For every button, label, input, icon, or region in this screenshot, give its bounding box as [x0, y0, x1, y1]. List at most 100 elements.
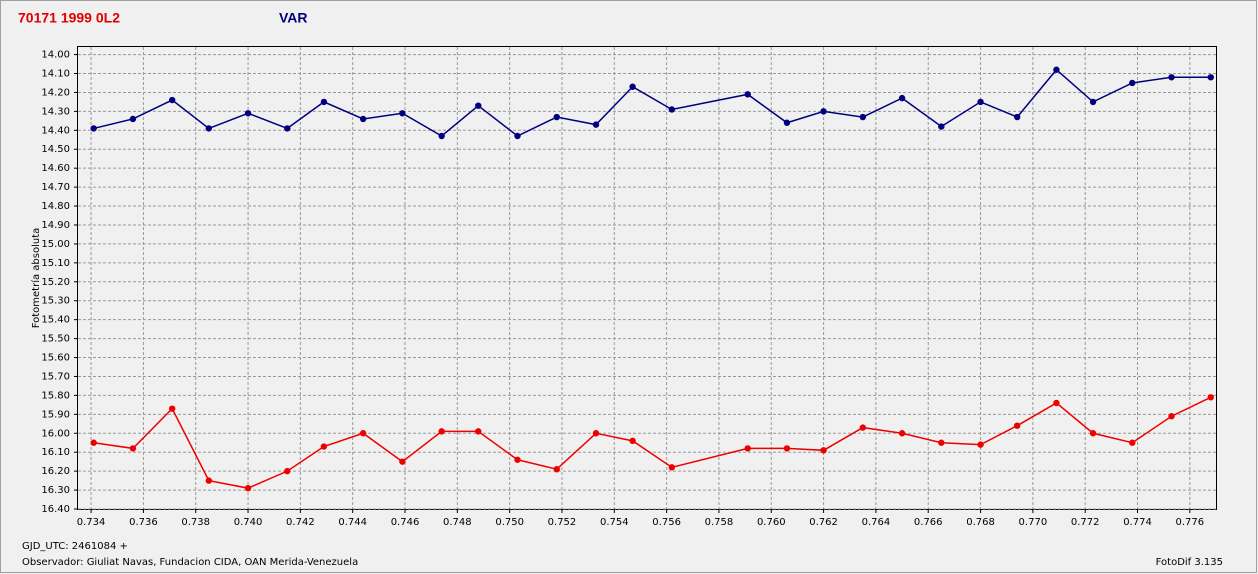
data-point	[399, 458, 406, 465]
data-point	[898, 430, 906, 437]
data-point	[553, 113, 560, 121]
y-tick-label: 15.50	[41, 334, 70, 345]
chart-title: 70171 1999 0L2	[18, 10, 120, 26]
data-point	[1089, 430, 1097, 437]
y-tick-label: 15.30	[41, 296, 70, 307]
y-tick-label: 15.60	[41, 353, 70, 364]
y-tick-label: 14.90	[41, 220, 70, 231]
x-tick-label: 0.768	[966, 517, 995, 528]
data-point	[475, 428, 482, 435]
x-tick-label: 0.764	[862, 517, 891, 528]
plot-frame	[77, 46, 1217, 510]
y-tick-label: 14.80	[41, 201, 70, 212]
data-point	[553, 466, 560, 473]
data-point	[783, 445, 791, 452]
x-tick-label: 0.736	[129, 517, 158, 528]
x-tick-label: 0.748	[443, 517, 472, 528]
data-point	[592, 121, 600, 128]
y-tick-label: 16.40	[41, 504, 70, 515]
x-tick-label: 0.740	[234, 517, 263, 528]
x-tick-label: 0.752	[548, 517, 577, 528]
data-point	[205, 477, 213, 484]
y-tick-label: 14.10	[41, 69, 70, 80]
x-tick-label: 0.772	[1071, 517, 1100, 528]
y-tick-label: 14.60	[41, 163, 70, 174]
y-tick-label: 15.00	[41, 239, 70, 250]
y-tick-label: 15.80	[41, 390, 70, 401]
data-point	[1053, 399, 1060, 407]
data-point	[859, 113, 867, 121]
data-point	[1129, 439, 1136, 446]
y-tick-label: 16.30	[41, 485, 70, 496]
x-tick-label: 0.760	[757, 517, 786, 528]
y-tick-label: 16.00	[41, 428, 70, 439]
y-tick-label: 14.20	[41, 87, 70, 98]
data-point	[1129, 79, 1136, 87]
y-tick-label: 14.40	[41, 125, 70, 136]
data-point	[399, 110, 406, 117]
data-point	[1089, 98, 1097, 106]
data-point	[514, 456, 521, 463]
x-tick-label: 0.744	[338, 517, 367, 528]
x-tick-label: 0.758	[705, 517, 734, 528]
data-point	[668, 106, 676, 113]
data-point	[783, 119, 791, 126]
y-tick-label: 15.10	[41, 258, 70, 269]
data-point	[359, 430, 367, 437]
data-point	[438, 428, 445, 435]
data-point	[1168, 74, 1175, 81]
y-tick-label: 15.90	[41, 409, 70, 420]
data-point	[898, 94, 906, 102]
y-tick-label: 16.10	[41, 447, 70, 458]
x-tick-label: 0.774	[1123, 517, 1152, 528]
data-point	[629, 437, 636, 445]
data-point	[1053, 66, 1060, 73]
x-tick-label: 0.734	[77, 517, 106, 528]
x-tick-label: 0.746	[391, 517, 420, 528]
data-point	[592, 430, 600, 437]
data-point	[1013, 422, 1021, 429]
x-tick-label: 0.776	[1176, 517, 1205, 528]
footer-observer: Observador: Giuliat Navas, Fundacion CID…	[22, 557, 358, 568]
data-point	[668, 464, 676, 471]
data-point	[938, 123, 945, 130]
data-point	[320, 443, 328, 450]
data-point	[1013, 113, 1021, 121]
data-point	[744, 445, 751, 452]
y-tick-label: 14.70	[41, 182, 70, 193]
data-point	[744, 91, 751, 98]
x-tick-label: 0.770	[1019, 517, 1048, 528]
data-point	[977, 98, 984, 106]
data-point	[320, 98, 328, 106]
x-tick-label: 0.750	[495, 517, 524, 528]
y-tick-label: 14.00	[41, 50, 70, 61]
data-point	[514, 132, 521, 140]
data-point	[90, 439, 97, 446]
data-point	[284, 467, 291, 475]
data-point	[1168, 413, 1175, 420]
footer-date: GJD_UTC: 2461084 +	[22, 541, 128, 552]
y-tick-label: 15.40	[41, 315, 70, 326]
y-axis-label: Fotometría absoluta	[30, 228, 42, 329]
x-tick-label: 0.738	[181, 517, 210, 528]
data-point	[977, 441, 984, 448]
x-tick-label: 0.756	[652, 517, 681, 528]
data-point	[1207, 394, 1214, 401]
data-point	[129, 115, 137, 123]
y-tick-label: 15.20	[41, 277, 70, 288]
data-point	[1207, 74, 1214, 81]
y-tick-label: 14.50	[41, 144, 70, 155]
x-tick-label: 0.754	[600, 517, 629, 528]
data-point	[244, 484, 252, 492]
chart-subtitle: VAR	[279, 10, 308, 26]
data-point	[284, 125, 291, 132]
data-point	[938, 439, 945, 446]
x-tick-label: 0.766	[914, 517, 943, 528]
x-tick-label: 0.762	[809, 517, 838, 528]
data-point	[859, 424, 867, 431]
data-point	[129, 445, 137, 452]
data-point	[168, 405, 176, 412]
data-point	[90, 125, 97, 132]
data-point	[820, 108, 827, 115]
